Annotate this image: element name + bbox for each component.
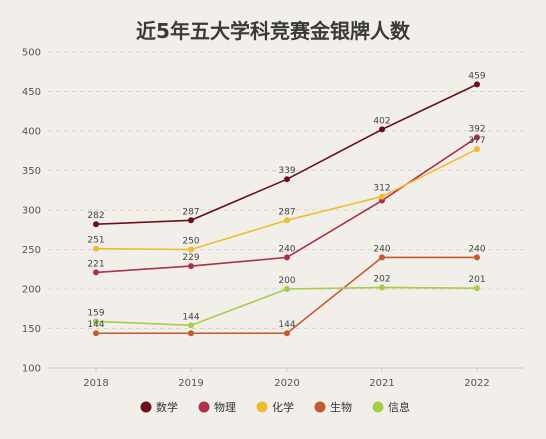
legend-marker [314, 401, 326, 413]
series-数学 [93, 81, 480, 228]
data-label: 339 [278, 166, 295, 176]
data-label: 459 [468, 71, 485, 81]
data-label: 287 [182, 207, 199, 217]
data-point[interactable] [93, 245, 99, 252]
data-point[interactable] [188, 330, 194, 337]
series-化学 [93, 146, 480, 253]
data-point[interactable] [93, 318, 99, 325]
legend-item-信息[interactable]: 信息 [372, 400, 411, 414]
data-label: 377 [468, 136, 485, 146]
data-label-layer: 282 287 339 402 459 221 229 240 392 251 250 287 312 3… [87, 71, 485, 330]
legend-item-数学[interactable]: 数学 [140, 400, 179, 414]
series-信息 [93, 284, 480, 329]
data-point[interactable] [188, 217, 194, 224]
data-point[interactable] [284, 330, 290, 337]
data-point[interactable] [93, 221, 99, 228]
data-point[interactable] [284, 217, 290, 224]
legend-marker [140, 401, 152, 413]
data-point[interactable] [379, 126, 385, 133]
x-tick-label: 2019 [178, 378, 203, 389]
chart-title: 近5年五大学科竞赛金银牌人数 [136, 19, 411, 43]
data-point[interactable] [474, 81, 480, 88]
legend-marker [198, 401, 210, 413]
data-label: 240 [278, 244, 295, 254]
data-point[interactable] [379, 193, 385, 200]
legend-label: 生物 [330, 400, 352, 414]
y-tick-label: 250 [22, 245, 41, 256]
y-tick-label: 400 [22, 127, 41, 138]
legend-marker [256, 401, 268, 413]
data-label: 201 [468, 275, 485, 285]
data-label: 229 [182, 253, 199, 263]
legend-label: 信息 [388, 400, 410, 414]
data-label: 251 [87, 236, 104, 246]
legend-label: 化学 [272, 400, 294, 414]
data-label: 144 [87, 320, 104, 330]
data-point[interactable] [284, 286, 290, 292]
data-label: 312 [373, 184, 390, 194]
data-label: 392 [468, 124, 485, 134]
series-layer [93, 81, 480, 337]
y-tick-label: 100 [22, 364, 41, 375]
legend-label: 数学 [156, 400, 178, 414]
data-label: 144 [182, 312, 199, 322]
legend-item-物理[interactable]: 物理 [198, 400, 237, 414]
data-label: 250 [182, 237, 199, 247]
grid-layer: 100 150 200 250 300 350 400 450 500 2018 2019 2020 2… [22, 48, 524, 389]
y-tick-label: 200 [22, 285, 41, 296]
data-label: 200 [278, 276, 295, 286]
data-label: 240 [468, 244, 485, 254]
data-point[interactable] [474, 146, 480, 153]
y-tick-label: 300 [22, 206, 41, 217]
y-tick-label: 350 [22, 166, 41, 177]
data-point[interactable] [474, 134, 480, 141]
data-point[interactable] [284, 254, 290, 261]
data-point[interactable] [284, 176, 290, 183]
series-生物 [93, 254, 480, 337]
y-tick-label: 150 [22, 324, 41, 335]
legend-item-生物[interactable]: 生物 [314, 400, 353, 414]
x-tick-label: 2022 [464, 378, 489, 389]
series-物理 [93, 134, 480, 276]
data-point[interactable] [188, 246, 194, 253]
legend[interactable]: 数学 物理 化学 生物 信息 [140, 400, 411, 414]
data-label: 202 [373, 274, 390, 284]
series-line [95, 148, 478, 251]
y-tick-label: 500 [22, 48, 41, 59]
data-label: 402 [373, 116, 390, 126]
x-tick-label: 2020 [274, 378, 299, 389]
series-line [95, 83, 478, 226]
data-point[interactable] [93, 330, 99, 337]
x-tick-label: 2018 [83, 378, 108, 389]
data-label: 144 [278, 320, 295, 330]
data-point[interactable] [379, 284, 385, 291]
data-label: 282 [87, 211, 104, 221]
data-point[interactable] [93, 269, 99, 276]
x-tick-label: 2021 [369, 378, 394, 389]
data-point[interactable] [188, 322, 194, 329]
data-point[interactable] [474, 285, 480, 292]
data-point[interactable] [474, 254, 480, 261]
data-label: 287 [278, 207, 295, 217]
legend-label: 物理 [214, 400, 236, 414]
legend-item-化学[interactable]: 化学 [256, 400, 295, 414]
data-label: 240 [373, 244, 390, 254]
data-point[interactable] [379, 254, 385, 261]
y-tick-label: 450 [22, 87, 41, 98]
legend-marker [372, 401, 384, 413]
data-label: 159 [87, 308, 104, 318]
data-label: 221 [87, 259, 104, 269]
data-point[interactable] [188, 263, 194, 270]
